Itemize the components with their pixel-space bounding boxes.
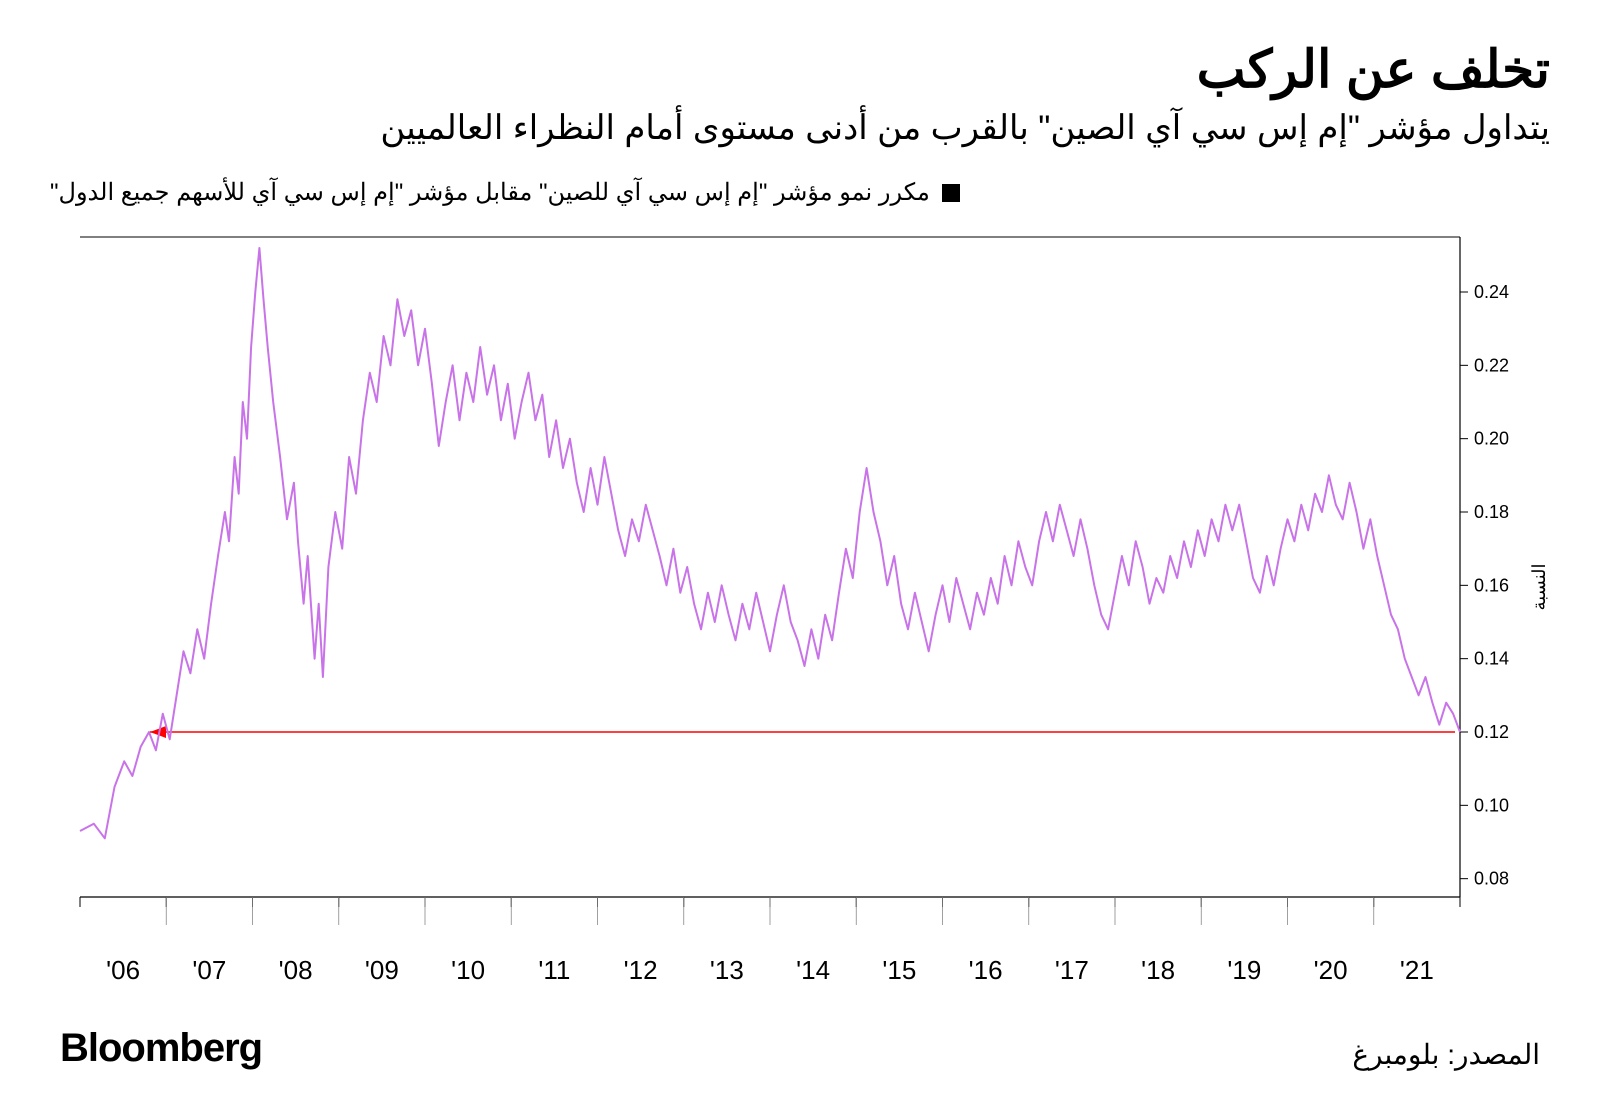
svg-text:0.14: 0.14 (1474, 649, 1509, 669)
x-axis-tick-label: '09 (339, 955, 425, 986)
y-axis-unit: النسبة (1528, 563, 1550, 610)
brand-label: Bloomberg (60, 1026, 262, 1071)
x-axis-tick-label: '07 (166, 955, 252, 986)
svg-text:0.10: 0.10 (1474, 795, 1509, 815)
x-axis-tick-label: '19 (1201, 955, 1287, 986)
legend-label: مكرر نمو مؤشر "إم إس سي آي للصين" مقابل … (50, 178, 930, 207)
chart-footer: Bloomberg المصدر: بلومبرغ (50, 1026, 1550, 1071)
x-axis-tick-label: '13 (684, 955, 770, 986)
svg-text:0.18: 0.18 (1474, 502, 1509, 522)
x-axis-tick-label: '15 (856, 955, 942, 986)
x-axis-tick-label: '18 (1115, 955, 1201, 986)
x-axis-tick-label: '08 (253, 955, 339, 986)
legend-swatch (942, 184, 960, 202)
x-axis-labels: '06'07'08'09'10'11'12'13'14'15'16'17'18'… (80, 955, 1460, 986)
svg-text:0.22: 0.22 (1474, 355, 1509, 375)
chart-container: تخلف عن الركب يتداول مؤشر "إم إس سي آي ا… (0, 0, 1600, 1101)
source-label: المصدر: بلومبرغ (1352, 1038, 1540, 1071)
x-axis-tick-label: '14 (770, 955, 856, 986)
chart-legend: مكرر نمو مؤشر "إم إس سي آي للصين" مقابل … (50, 178, 1550, 207)
svg-text:0.08: 0.08 (1474, 869, 1509, 889)
chart-subtitle: يتداول مؤشر "إم إس سي آي الصين" بالقرب م… (50, 108, 1550, 148)
svg-text:0.20: 0.20 (1474, 429, 1509, 449)
x-axis-tick-label: '10 (425, 955, 511, 986)
chart-svg: 0.08 0.10 0.12 0.14 0.16 0.18 0.20 0.22 0.24 (50, 227, 1550, 947)
svg-text:0.16: 0.16 (1474, 575, 1509, 595)
x-axis-tick-label: '12 (598, 955, 684, 986)
chart-title: تخلف عن الركب (50, 40, 1550, 100)
x-axis-tick-label: '20 (1288, 955, 1374, 986)
chart-plot-area: 0.08 0.10 0.12 0.14 0.16 0.18 0.20 0.22 0.24 الن… (50, 227, 1550, 947)
x-axis-tick-label: '16 (943, 955, 1029, 986)
x-axis-tick-label: '21 (1374, 955, 1460, 986)
svg-text:0.24: 0.24 (1474, 282, 1509, 302)
x-axis-tick-label: '06 (80, 955, 166, 986)
x-axis-tick-label: '11 (511, 955, 597, 986)
x-axis-tick-label: '17 (1029, 955, 1115, 986)
svg-text:0.12: 0.12 (1474, 722, 1509, 742)
